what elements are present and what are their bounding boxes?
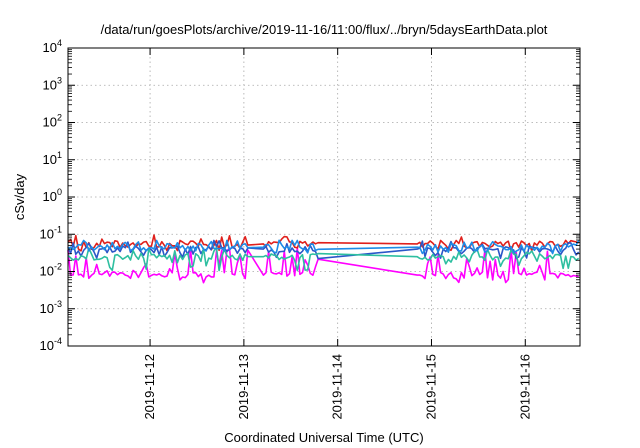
x-tick-label: 2019-11-12 bbox=[142, 354, 157, 420]
x-tick-label: 2019-11-14 bbox=[330, 354, 345, 420]
x-axis-label: Coordinated Universal Time (UTC) bbox=[224, 430, 423, 445]
y-tick-label: 103 bbox=[43, 75, 62, 92]
y-tick-label: 102 bbox=[43, 113, 62, 130]
series-line bbox=[67, 246, 580, 272]
x-tick-label: 2019-11-16 bbox=[517, 354, 532, 420]
y-tick-label: 101 bbox=[43, 150, 62, 167]
series-line bbox=[67, 239, 580, 255]
y-tick-label: 10-1 bbox=[40, 224, 62, 241]
series-line bbox=[67, 246, 579, 284]
y-tick-label: 10-3 bbox=[40, 299, 62, 316]
chart-title: /data/run/goesPlots/archive/2019-11-16/1… bbox=[101, 22, 548, 37]
x-tick-label: 2019-11-13 bbox=[236, 354, 251, 420]
x-tick-label: 2019-11-15 bbox=[423, 354, 438, 420]
y-axis-label: cSv/day bbox=[12, 173, 27, 220]
y-tick-label: 100 bbox=[43, 187, 62, 204]
data-series bbox=[67, 234, 580, 284]
y-tick-label: 10-2 bbox=[40, 262, 62, 279]
y-tick-label: 104 bbox=[43, 38, 62, 55]
grid-lines bbox=[68, 48, 580, 346]
axes: 10-4 10-3 10-2 10-1 100 101 102 103 104 2019-11-1… bbox=[40, 38, 580, 420]
y-tick-label: 10-4 bbox=[40, 336, 62, 353]
